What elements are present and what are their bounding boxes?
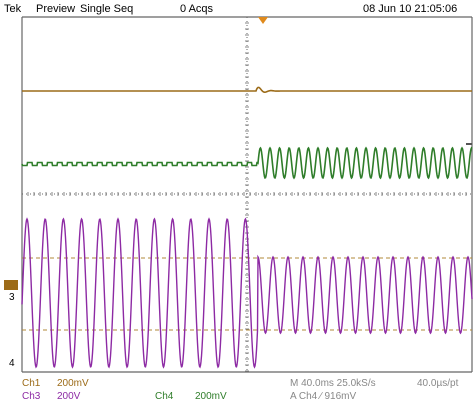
brand-label: Tek bbox=[4, 3, 22, 15]
ch1-label: Ch1 bbox=[22, 378, 41, 389]
ch1-ground-marker[interactable] bbox=[4, 280, 18, 290]
trigger-position-marker[interactable] bbox=[258, 17, 268, 24]
ch3-reference-marker[interactable]: 3 bbox=[9, 292, 15, 303]
ch4-reference-marker[interactable]: 4 bbox=[9, 358, 15, 369]
ch4-scale: 200mV bbox=[195, 391, 227, 402]
ch1-scale: 200mV bbox=[57, 378, 89, 389]
ch3-waveform bbox=[21, 217, 473, 369]
sample-interval-readout: 40.0µs/pt bbox=[417, 378, 459, 389]
status-bar: Tek Preview Single Seq 0 Acqs 08 Jun 10 … bbox=[0, 0, 474, 18]
timebase-readout: M 40.0ms 25.0kS/s bbox=[290, 378, 376, 389]
ch3-label: Ch3 bbox=[22, 391, 41, 402]
ch4-label: Ch4 bbox=[155, 391, 174, 402]
trigger-readout: A Ch4 ∕ 916mV bbox=[290, 391, 357, 402]
preview-label: Preview bbox=[36, 3, 76, 15]
ch4-waveform bbox=[21, 146, 473, 180]
acquisition-mode: Single Seq bbox=[80, 3, 134, 15]
ch1-waveform bbox=[22, 86, 472, 93]
date-time: 08 Jun 10 21:05:06 bbox=[363, 3, 458, 15]
acquisition-count: 0 Acqs bbox=[180, 3, 214, 15]
graticule bbox=[21, 16, 473, 373]
ch3-scale: 200V bbox=[57, 391, 81, 402]
